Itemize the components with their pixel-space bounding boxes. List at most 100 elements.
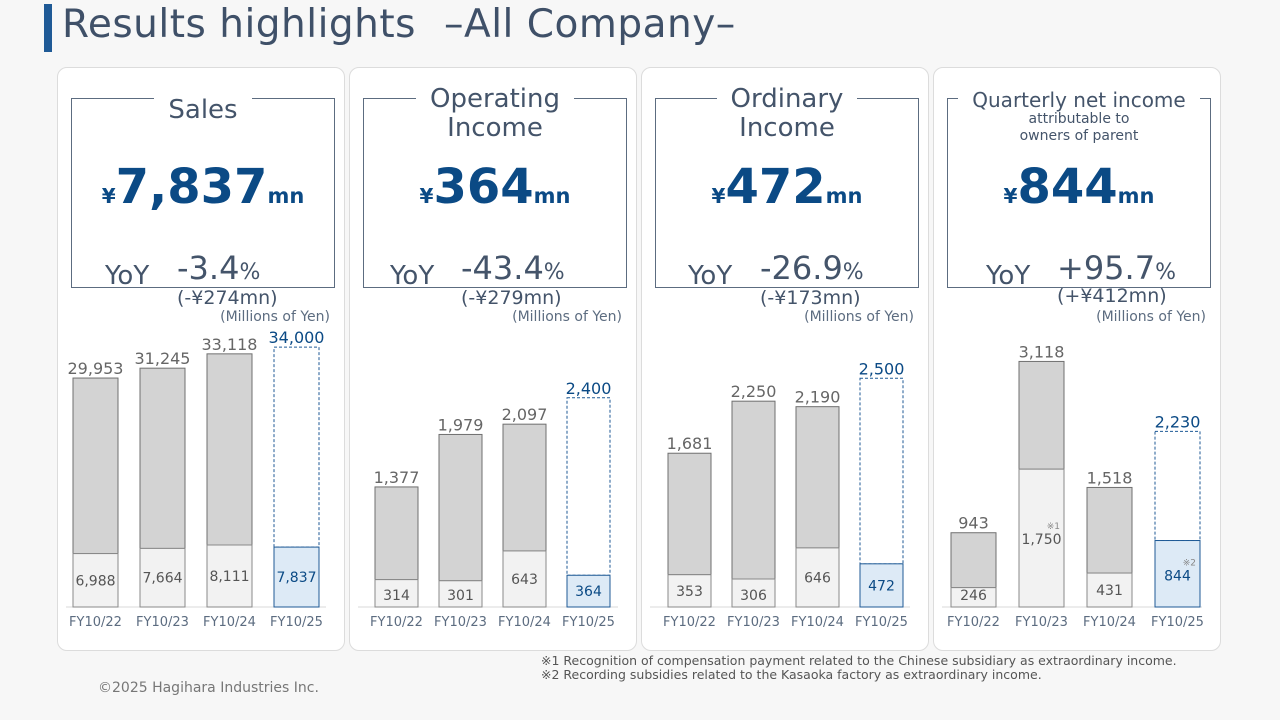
data-label-h1: 301: [447, 588, 474, 604]
kpi-box: Quarterly net income attributable to owne…: [947, 89, 1211, 307]
kpi-label: Sales: [154, 96, 252, 125]
yoy-percent-value: -43.4: [461, 249, 544, 287]
kpi-label: Operating Income: [416, 85, 574, 143]
kpi-value: ¥844mn: [948, 159, 1210, 215]
data-label-total: 1,979: [438, 415, 484, 434]
data-label-total: 2,250: [731, 382, 777, 401]
kpi-label: Ordinary Income: [716, 85, 858, 143]
data-label-total: 2,500: [859, 359, 905, 378]
yoy-label: YoY: [986, 261, 1031, 291]
category-label: FY10/23: [1015, 615, 1068, 630]
bar-h1: [859, 563, 904, 608]
kpi-label: Quarterly net income attributable to owne…: [958, 89, 1200, 145]
bar-h1: [795, 547, 840, 608]
page-title-main: Results highlights: [62, 2, 417, 47]
panel-sales: Sales ¥7,837mn YoY -3.4% (-¥274mn) (Millions …: [57, 67, 345, 651]
data-label-h1: 472: [868, 578, 895, 594]
bar-full-year: [1018, 360, 1065, 470]
page-title-sub: –All Company–: [444, 2, 736, 47]
category-label: FY10/24: [203, 615, 256, 630]
footnote-mark: ※1: [1047, 522, 1060, 532]
yoy-label: YoY: [688, 261, 733, 291]
bar-full-year: [273, 346, 320, 548]
yoy-percent-sign: %: [239, 260, 261, 285]
kpi-label-wrap: Quarterly net income attributable to owne…: [948, 89, 1210, 145]
yoy-percent: +95.7%: [1057, 249, 1176, 287]
data-label-total: 2,400: [566, 379, 612, 398]
kpi-label-wrap: Ordinary Income: [656, 85, 918, 143]
yoy-percent: -26.9%: [760, 249, 864, 287]
kpi-value: ¥7,837mn: [72, 159, 334, 215]
data-label-total: 31,245: [135, 349, 191, 368]
bar-h1: [667, 574, 712, 608]
bar-h1: [72, 553, 119, 608]
kpi-unit: mn: [533, 184, 571, 208]
kpi-number: 364: [433, 159, 534, 215]
bar-full-year: [1086, 486, 1133, 574]
yoy-percent-value: +95.7: [1057, 249, 1156, 287]
bar-h1: [950, 587, 997, 608]
panel-operating-income: Operating Income ¥364mn YoY -43.4% (-¥279mn)…: [349, 67, 637, 651]
bar-full-year: [139, 367, 186, 549]
data-label-total: 2,230: [1155, 412, 1201, 431]
data-label-h1: 431: [1096, 583, 1123, 599]
data-label-h1: 306: [740, 588, 767, 604]
title-accent-bar: [44, 4, 52, 52]
yoy-percent-sign: %: [543, 260, 565, 285]
data-label-h1: 8,111: [209, 569, 249, 585]
data-label-h1: 246: [960, 588, 987, 604]
data-label-total: 34,000: [269, 328, 325, 347]
category-label: FY10/25: [562, 615, 615, 630]
yen-sign: ¥: [711, 184, 726, 208]
bar-h1: [438, 580, 483, 608]
data-label-h1: 646: [804, 570, 831, 586]
category-label: FY10/25: [270, 615, 323, 630]
bar-full-year: [795, 406, 840, 549]
bar-h1: [1154, 540, 1201, 608]
yoy-percent: -3.4%: [177, 249, 260, 287]
kpi-value: ¥364mn: [364, 159, 626, 215]
kpi-number: 844: [1017, 159, 1118, 215]
bar-full-year: [731, 400, 776, 580]
category-label: FY10/25: [855, 615, 908, 630]
bar-chart: 1,681 353 FY10/22 2,250 306 FY10/23 2,190 646 FY…: [650, 359, 910, 630]
yen-sign: ¥: [419, 184, 434, 208]
category-label: FY10/22: [947, 615, 1000, 630]
kpi-box: Operating Income ¥364mn YoY -43.4% (-¥279mn): [363, 85, 627, 309]
bar-h1: [566, 574, 611, 608]
bar-chart: 1,377 314 FY10/22 1,979 301 FY10/23 2,097 643 FY…: [358, 379, 618, 630]
data-label-total: 2,097: [502, 405, 548, 424]
bar-h1: [502, 550, 547, 608]
yoy-percent-value: -26.9: [760, 249, 843, 287]
bar-full-year: [950, 532, 997, 589]
category-label: FY10/25: [1151, 615, 1204, 630]
data-label-h1: 364: [575, 584, 602, 600]
category-label: FY10/24: [498, 615, 551, 630]
kpi-value: ¥472mn: [656, 159, 918, 215]
bar-full-year: [859, 377, 904, 565]
yoy-label: YoY: [105, 261, 150, 291]
yoy-percent-value: -3.4: [177, 249, 240, 287]
page-title: Results highlights –All Company–: [62, 2, 736, 47]
bar-h1: [139, 547, 186, 608]
yoy-amount: (-¥279mn): [461, 287, 562, 309]
category-label: FY10/23: [434, 615, 487, 630]
kpi-unit: mn: [825, 184, 863, 208]
yoy-percent-sign: %: [842, 260, 864, 285]
yen-sign: ¥: [101, 184, 116, 208]
data-label-h1: 7,837: [276, 570, 316, 586]
bar-h1: [1018, 468, 1065, 608]
footnote-mark: ※2: [1183, 559, 1196, 569]
data-label-h1: 643: [511, 572, 538, 588]
bar-h1: [731, 578, 776, 608]
units-label: (Millions of Yen): [512, 309, 622, 325]
category-label: FY10/23: [136, 615, 189, 630]
data-label-total: 2,190: [795, 388, 841, 407]
bar-chart: 943 246 FY10/22 3,118 1,750※1 FY10/23 1,518 431…: [942, 342, 1204, 630]
kpi-sublabel: attributable to owners of parent: [1019, 111, 1139, 144]
category-label: FY10/24: [1083, 615, 1136, 630]
data-label-total: 29,953: [68, 359, 124, 378]
bar-h1: [206, 544, 253, 608]
bar-h1: [374, 579, 419, 608]
data-label-h1: 6,988: [75, 573, 115, 589]
